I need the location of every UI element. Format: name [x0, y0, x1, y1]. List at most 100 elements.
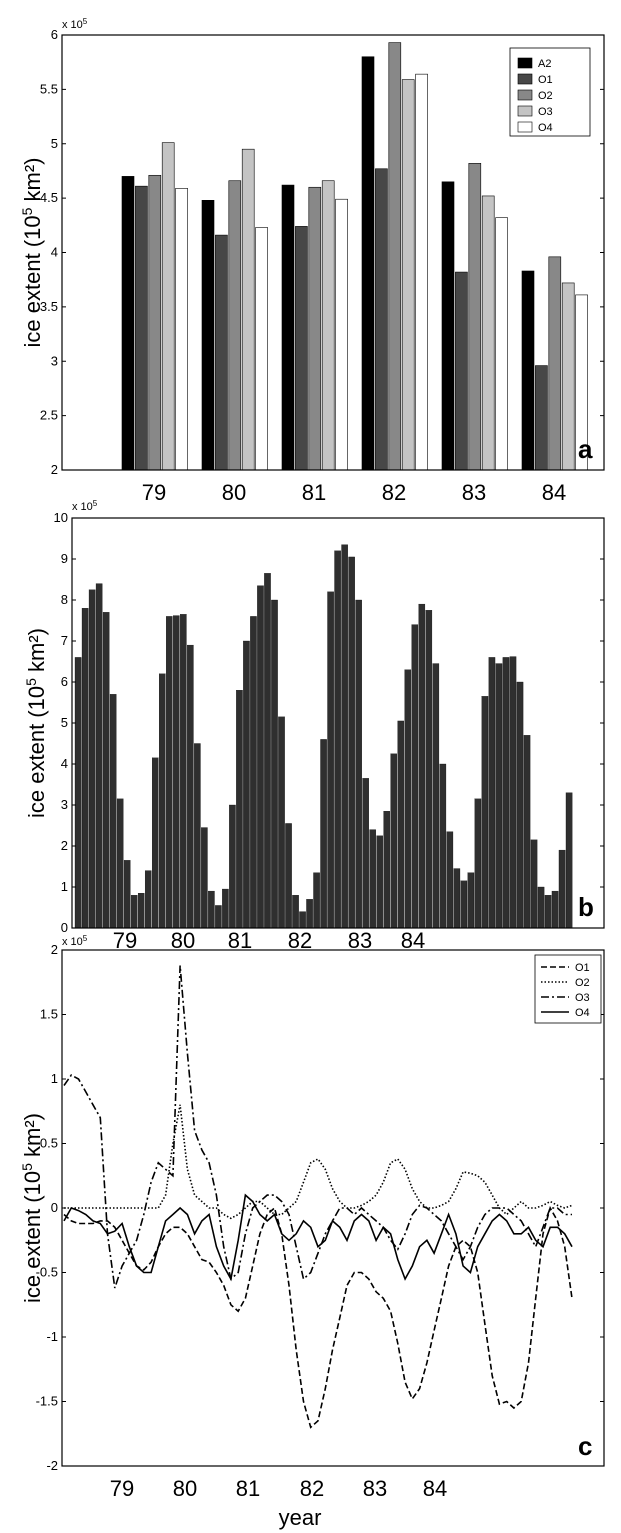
- month-bar: [481, 696, 489, 929]
- month-bar: [404, 669, 412, 929]
- month-bar: [355, 599, 362, 929]
- month-bar: [130, 895, 138, 929]
- legend-swatch-A2: [517, 57, 533, 69]
- bar-O4-81: [335, 198, 348, 471]
- panel-a-ytick-label: 3.5: [40, 299, 58, 314]
- month-bar: [313, 872, 320, 929]
- month-bar: [243, 640, 250, 929]
- panel-a-ytick-label: 2: [51, 462, 58, 477]
- panel-a-ytick-label: 3: [51, 353, 58, 368]
- month-bar: [201, 827, 208, 929]
- panel-a-ylabel: ice extent (105 km²): [19, 158, 45, 348]
- bar-A2-80: [201, 200, 215, 471]
- month-bar: [446, 831, 454, 929]
- panel-b-ytick-label: 10: [54, 510, 68, 525]
- month-bar: [264, 573, 271, 929]
- panel-c-ytick-label: -1.5: [36, 1394, 58, 1409]
- month-bar: [152, 757, 159, 929]
- legend-swatch-O2: [517, 89, 533, 101]
- panel-b-xtick-label: 80: [171, 928, 195, 953]
- month-bar: [530, 839, 538, 929]
- month-bar: [208, 890, 215, 929]
- panel-b-panel-label: b: [578, 892, 594, 922]
- bar-O2-80: [228, 180, 242, 471]
- bar-O2-81: [308, 186, 322, 471]
- panel-b-xtick-label: 83: [348, 928, 372, 953]
- legend-label-O3: O3: [538, 106, 553, 118]
- panel-b-ytick-label: 5: [61, 715, 68, 730]
- month-bar: [488, 657, 496, 929]
- bar-A2-82: [361, 56, 375, 471]
- month-bar: [144, 870, 152, 929]
- bar-O3-81: [321, 180, 335, 471]
- series-line-O4: [63, 1193, 573, 1282]
- panel-a-xtick-label: 81: [302, 480, 326, 505]
- month-bar: [229, 804, 236, 929]
- month-bar: [257, 585, 264, 929]
- panel-b-ytick-label: 0: [61, 920, 68, 935]
- bar-O3-79: [161, 142, 175, 471]
- bar-A2-83: [441, 181, 455, 471]
- panel-a: 79 80 81 82 83 84: [121, 42, 588, 505]
- panel-c-xtick-label: 82: [300, 1476, 324, 1501]
- month-bar: [222, 888, 229, 929]
- month-bar: [537, 886, 545, 929]
- month-bar: [411, 624, 419, 929]
- panel-a-xtick-label: 82: [382, 480, 406, 505]
- month-bar: [341, 544, 348, 929]
- series-line-O2: [64, 1104, 573, 1220]
- month-bar: [271, 599, 278, 929]
- panel-c-axis-multiplier: x 105: [62, 934, 88, 948]
- panel-c-ytick-label: 0.5: [40, 1136, 58, 1151]
- month-bar: [362, 778, 369, 929]
- panel-b-ytick-label: 7: [61, 633, 68, 648]
- month-bar: [250, 616, 257, 929]
- legend-label-O4: O4: [538, 122, 553, 134]
- month-bar: [180, 614, 187, 929]
- panel-b-xtick-label: 84: [401, 928, 425, 953]
- month-bar: [453, 868, 461, 929]
- month-bar: [116, 798, 124, 929]
- panel-b-ytick-label: 2: [61, 838, 68, 853]
- panel-c-xtick-label: 80: [173, 1476, 197, 1501]
- legend-label-O1: O1: [575, 962, 590, 974]
- panel-c-xtick-label: 84: [423, 1476, 447, 1501]
- bar-O2-84: [548, 256, 562, 471]
- panel-c-ytick-label: 0: [51, 1200, 58, 1215]
- panel-c-ytick-label: -0.5: [36, 1265, 58, 1280]
- month-bar: [376, 835, 383, 929]
- panel-a-ytick-label: 5.5: [40, 81, 58, 96]
- panel-c-frame: [61, 949, 605, 1467]
- month-bar: [460, 880, 468, 929]
- legend-label-O1: O1: [538, 74, 553, 86]
- bar-O4-83: [495, 217, 508, 471]
- month-bar: [390, 753, 397, 929]
- month-bar: [425, 610, 433, 929]
- panel-c-xtick-label: 81: [236, 1476, 260, 1501]
- month-bar: [215, 905, 222, 929]
- month-bar: [565, 792, 573, 929]
- month-bar: [278, 716, 285, 929]
- month-bar: [109, 694, 117, 929]
- panel-c-xtick-label: 83: [363, 1476, 387, 1501]
- month-bar: [187, 644, 194, 929]
- panel-b-ytick-label: 3: [61, 797, 68, 812]
- month-bar: [383, 811, 390, 929]
- month-bar: [285, 823, 292, 929]
- bar-O1-79: [135, 185, 148, 471]
- bar-O3-84: [561, 282, 575, 471]
- bar-O4-80: [255, 227, 268, 471]
- panel-b-ytick-label: 8: [61, 592, 68, 607]
- bar-O2-82: [388, 42, 402, 471]
- bar-O3-83: [481, 195, 495, 471]
- month-bar: [306, 899, 313, 929]
- month-bar: [137, 893, 145, 929]
- month-bar: [166, 616, 173, 929]
- bar-A2-81: [281, 184, 295, 471]
- legend-label-O3: O3: [575, 992, 590, 1004]
- month-bar: [544, 895, 552, 929]
- panel-c-ytick-label: -2: [46, 1458, 58, 1473]
- bar-O4-82: [415, 73, 428, 471]
- bar-A2-79: [121, 176, 135, 471]
